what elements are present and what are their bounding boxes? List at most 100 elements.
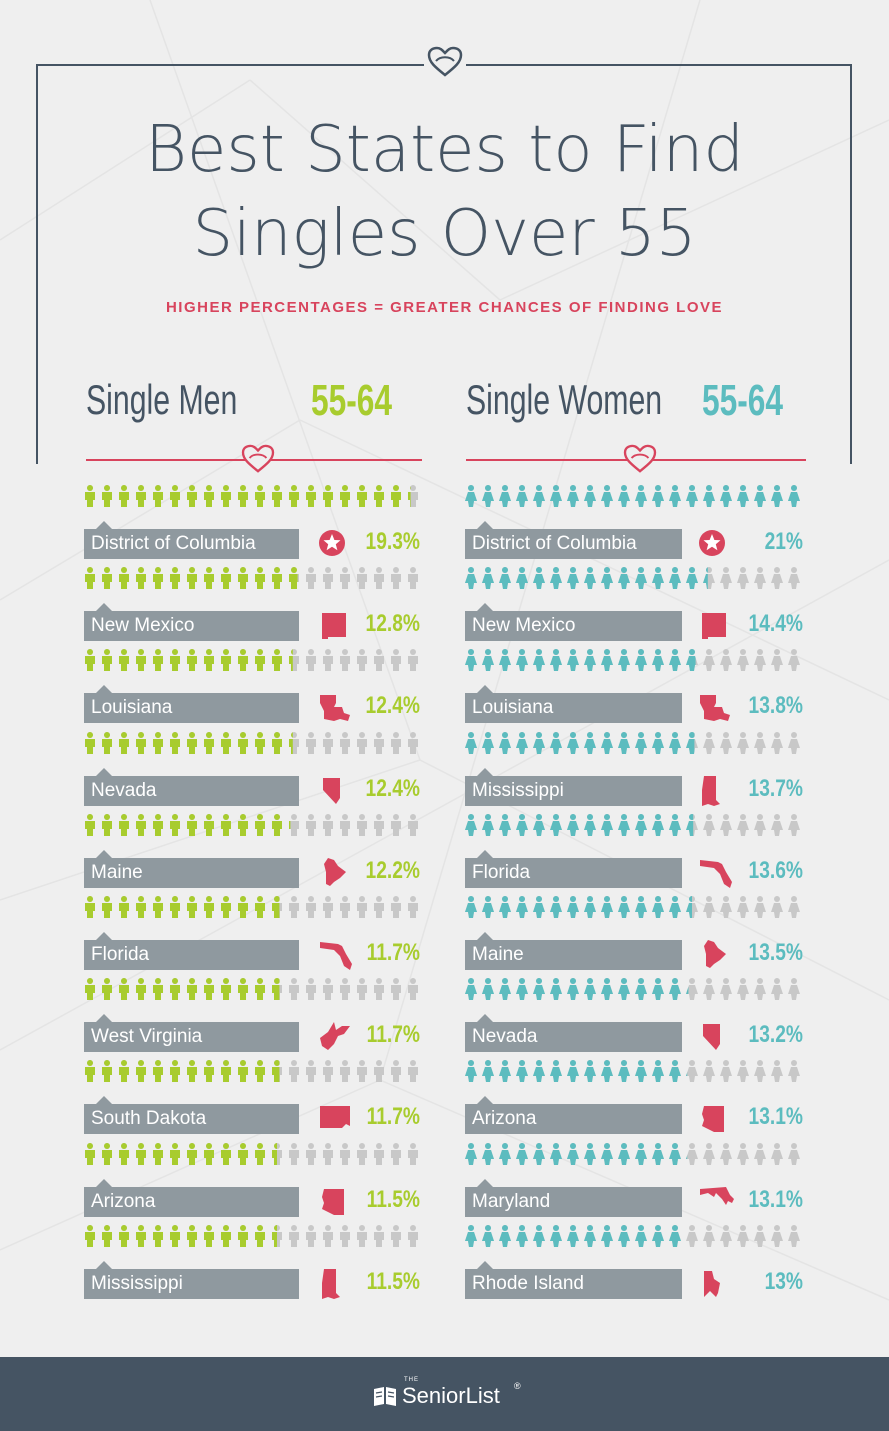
- person-empty-icon: [408, 813, 418, 836]
- mississippi-icon: [702, 775, 720, 806]
- person-empty-icon: [408, 1142, 418, 1165]
- person-filled-icon: [516, 896, 528, 918]
- person-filled-icon: [550, 485, 562, 507]
- arizona-icon: [702, 1106, 724, 1133]
- person-empty-icon: [788, 896, 800, 918]
- person-empty-icon: [686, 978, 698, 1001]
- person-filled-icon: [567, 813, 579, 836]
- person-filled-icon: [170, 1224, 180, 1247]
- person-filled-icon: [584, 485, 596, 507]
- person-filled-icon: [289, 485, 299, 507]
- person-empty-icon: [391, 813, 401, 836]
- person-filled-icon: [669, 896, 681, 918]
- person-filled-icon: [323, 485, 333, 507]
- men-percentage-label: 12.2%: [365, 856, 420, 884]
- person-filled-icon: [669, 567, 681, 590]
- person-filled-icon: [85, 567, 95, 590]
- person-filled-icon: [119, 813, 129, 836]
- person-empty-icon: [306, 567, 316, 590]
- person-empty-icon: [306, 1142, 316, 1165]
- person-filled-icon: [170, 731, 180, 754]
- men-people-row: [85, 649, 418, 672]
- person-empty-icon: [737, 649, 749, 672]
- men-percentage-label: 12.4%: [365, 774, 420, 802]
- frame-top-left: [36, 64, 424, 66]
- dc-star-icon: [319, 530, 345, 556]
- person-empty-icon: [788, 731, 800, 754]
- person-empty-icon: [737, 1224, 749, 1247]
- person-empty-icon: [340, 896, 350, 918]
- women-state-label: Florida: [465, 849, 682, 888]
- women-people-row: [465, 1224, 800, 1247]
- person-empty-icon: [323, 1060, 333, 1083]
- person-empty-icon: [306, 649, 316, 672]
- person-filled-icon: [499, 731, 511, 754]
- person-empty-icon: [374, 813, 384, 836]
- person-filled-icon: [584, 1060, 596, 1083]
- women-state-label: Louisiana: [465, 685, 682, 724]
- person-filled-icon: [119, 978, 129, 1001]
- person-filled-icon: [669, 649, 681, 672]
- person-filled-icon: [635, 485, 647, 507]
- person-filled-icon: [204, 813, 214, 836]
- person-filled-icon: [482, 1224, 494, 1247]
- person-filled-icon: [669, 1060, 681, 1083]
- person-filled-icon: [516, 649, 528, 672]
- person-filled-icon: [119, 485, 129, 507]
- person-filled-icon: [153, 1142, 163, 1165]
- person-empty-icon: [374, 978, 384, 1001]
- person-empty-icon: [754, 1060, 766, 1083]
- person-filled-icon: [686, 485, 698, 507]
- person-filled-icon: [153, 485, 163, 507]
- person-filled-icon: [221, 1060, 231, 1083]
- person-filled-icon: [102, 649, 112, 672]
- person-filled-icon: [567, 567, 579, 590]
- person-filled-icon: [465, 1224, 477, 1247]
- person-filled-icon: [85, 1224, 95, 1247]
- person-filled-icon: [516, 1142, 528, 1165]
- men-state-label: Nevada: [84, 767, 299, 806]
- footer: [0, 1357, 889, 1431]
- person-empty-icon: [408, 649, 418, 672]
- person-filled-icon: [187, 978, 197, 1001]
- person-empty-icon: [357, 896, 367, 918]
- men-people-row: [85, 1142, 418, 1165]
- person-filled-icon: [85, 896, 95, 918]
- person-filled-icon: [567, 1224, 579, 1247]
- person-filled-icon: [652, 978, 664, 1001]
- person-filled-icon: [170, 485, 180, 507]
- person-filled-icon: [136, 896, 146, 918]
- person-filled-icon: [272, 567, 282, 590]
- person-filled-icon: [153, 978, 163, 1001]
- person-empty-icon: [374, 896, 384, 918]
- men-header-label: Single Men: [86, 376, 238, 423]
- person-filled-icon: [618, 896, 630, 918]
- person-filled-icon: [618, 649, 630, 672]
- louisiana-icon: [700, 695, 730, 722]
- person-filled-icon: [238, 649, 248, 672]
- person-empty-icon: [306, 978, 316, 1001]
- men-people-row: [85, 1060, 418, 1083]
- person-filled-icon: [204, 1060, 214, 1083]
- person-empty-icon: [357, 813, 367, 836]
- person-filled-icon: [465, 896, 477, 918]
- person-empty-icon: [771, 731, 783, 754]
- person-filled-icon: [618, 485, 630, 507]
- logo-registered: ®: [514, 1381, 521, 1391]
- person-filled-icon: [601, 813, 613, 836]
- person-empty-icon: [788, 1224, 800, 1247]
- person-empty-icon: [754, 649, 766, 672]
- person-empty-icon: [340, 813, 350, 836]
- person-empty-icon: [788, 1060, 800, 1083]
- person-filled-icon: [652, 567, 664, 590]
- person-empty-icon: [374, 1224, 384, 1247]
- person-filled-icon: [652, 813, 664, 836]
- person-filled-icon: [102, 978, 112, 1001]
- person-filled-icon: [482, 649, 494, 672]
- person-empty-icon: [771, 1142, 783, 1165]
- person-empty-icon: [754, 896, 766, 918]
- person-filled-icon: [272, 731, 282, 754]
- women-state-label: Maine: [465, 932, 682, 970]
- person-filled-icon: [85, 813, 95, 836]
- person-filled-icon: [136, 1060, 146, 1083]
